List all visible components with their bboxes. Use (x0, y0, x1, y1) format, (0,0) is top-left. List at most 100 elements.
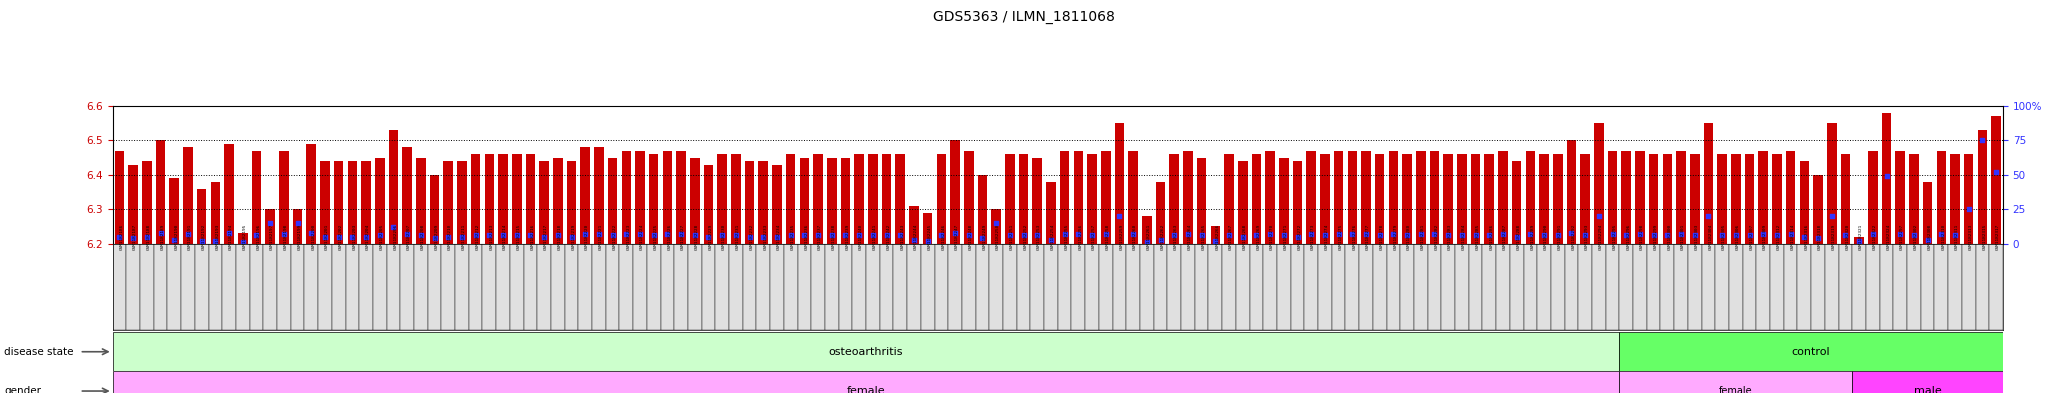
Bar (1403, 154, 1411, 244)
Text: GSM1182272: GSM1182272 (1298, 224, 1303, 250)
Point (596, 232, 629, 239)
Point (403, 232, 436, 239)
Bar (1307, 151, 1317, 244)
Bar (129, 165, 137, 244)
Bar (674, 244, 688, 330)
Text: GSM1182271: GSM1182271 (1284, 224, 1288, 250)
Point (322, 233, 354, 240)
Bar (729, 244, 743, 330)
Bar (1235, 244, 1249, 330)
Bar (223, 244, 236, 330)
Bar (1184, 151, 1192, 244)
Bar (1305, 244, 1319, 330)
Text: male: male (1913, 386, 1942, 393)
Text: GSM1182299: GSM1182299 (1653, 224, 1657, 250)
Point (1049, 231, 1081, 237)
Point (377, 224, 410, 230)
Bar (1550, 244, 1565, 330)
Bar (924, 213, 932, 244)
Point (541, 232, 573, 239)
Bar (567, 161, 575, 244)
Bar (1880, 244, 1892, 330)
Bar (1923, 182, 1933, 244)
Bar (1196, 158, 1206, 244)
Point (1323, 231, 1356, 237)
Bar (1976, 244, 1989, 330)
Bar (688, 244, 702, 330)
Bar (1509, 244, 1524, 330)
Bar (1839, 244, 1851, 330)
Bar (1128, 151, 1139, 244)
Bar (485, 154, 494, 244)
Bar (784, 244, 797, 330)
Point (391, 231, 424, 237)
Bar (838, 244, 852, 330)
Point (1171, 231, 1204, 237)
Text: GSM1182195: GSM1182195 (244, 224, 246, 250)
Point (719, 232, 752, 239)
Bar (963, 244, 975, 330)
Text: GSM1182237: GSM1182237 (817, 224, 821, 250)
Bar (1729, 244, 1743, 330)
Bar (1810, 244, 1825, 330)
Text: GSM1182232: GSM1182232 (750, 224, 754, 250)
Point (1335, 231, 1368, 237)
Bar (922, 244, 934, 330)
Bar (1812, 175, 1823, 244)
Point (1815, 213, 1847, 219)
Bar (1909, 154, 1919, 244)
Point (1802, 235, 1835, 241)
Text: GSM1182251: GSM1182251 (1010, 224, 1014, 250)
Point (500, 232, 532, 239)
Point (1090, 231, 1122, 237)
Bar (1006, 154, 1014, 244)
Bar (936, 154, 946, 244)
Text: GSM1182239: GSM1182239 (846, 224, 850, 250)
Bar (195, 244, 209, 330)
Text: GSM1182253: GSM1182253 (1036, 224, 1040, 250)
Text: GSM1182282: GSM1182282 (1434, 224, 1438, 250)
Point (707, 232, 739, 239)
Point (1294, 231, 1327, 237)
Bar (1526, 151, 1536, 244)
Bar (1485, 154, 1495, 244)
Bar (250, 244, 264, 330)
Bar (1319, 244, 1331, 330)
Bar (743, 244, 756, 330)
Point (1391, 232, 1423, 239)
Bar (950, 140, 961, 244)
Bar (1841, 154, 1849, 244)
Bar (1225, 154, 1233, 244)
Bar (592, 244, 606, 330)
Text: GSM1182227: GSM1182227 (682, 224, 686, 250)
Text: GSM1182291: GSM1182291 (1559, 224, 1563, 250)
Point (102, 233, 135, 240)
Bar (647, 244, 662, 330)
Bar (1620, 244, 1632, 330)
Bar (1073, 151, 1083, 244)
Bar (1622, 151, 1630, 244)
Bar (1430, 151, 1440, 244)
Bar (895, 154, 905, 244)
Bar (1769, 244, 1784, 330)
Point (1446, 232, 1479, 239)
Bar (156, 140, 166, 244)
Text: GSM1182301: GSM1182301 (1681, 224, 1686, 250)
Bar (1991, 116, 2001, 244)
Point (158, 236, 190, 242)
Bar (113, 332, 1620, 371)
Point (1624, 231, 1657, 237)
Point (446, 233, 479, 240)
Bar (1413, 244, 1427, 330)
Point (788, 232, 821, 239)
Point (885, 232, 918, 239)
Point (1417, 231, 1450, 237)
Text: GSM1182252: GSM1182252 (1024, 224, 1028, 250)
Text: GSM1182283: GSM1182283 (1448, 224, 1452, 250)
Point (268, 231, 301, 237)
Bar (1540, 154, 1548, 244)
Point (1855, 231, 1888, 237)
Bar (811, 244, 825, 330)
Text: GSM1182229: GSM1182229 (709, 224, 713, 250)
Bar (113, 371, 1620, 393)
